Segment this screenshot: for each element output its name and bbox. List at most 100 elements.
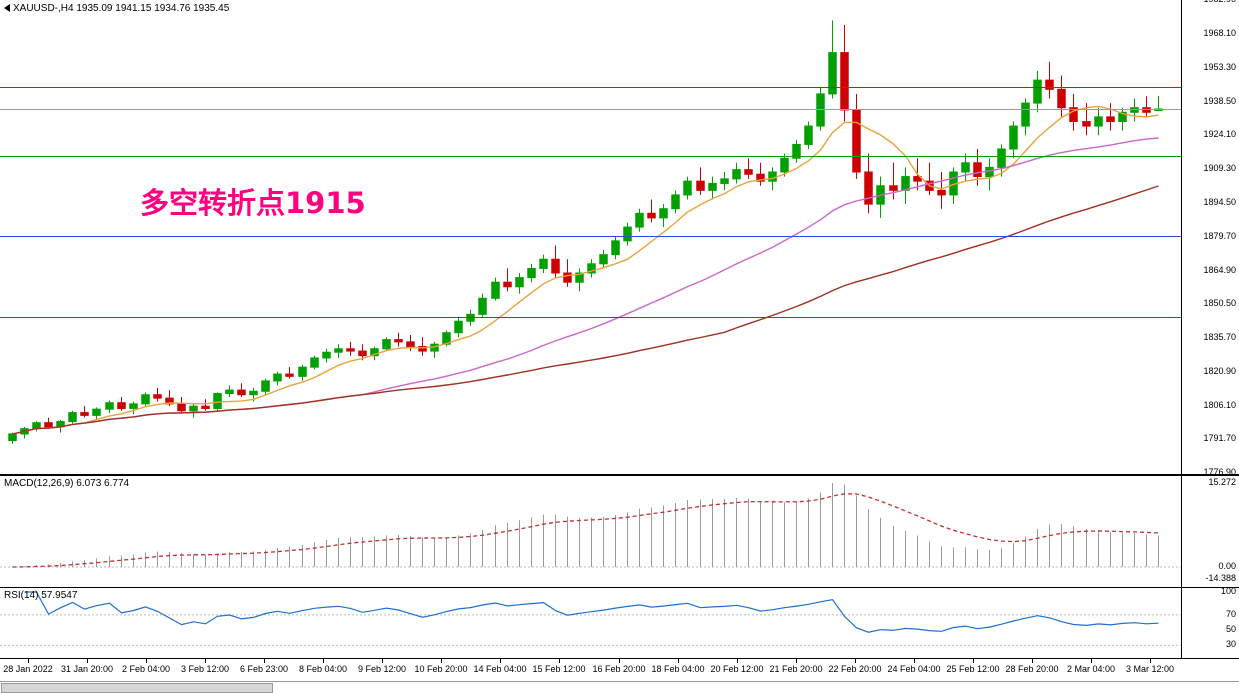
candle <box>1057 75 1066 117</box>
time-axis-label: 28 Feb 20:00 <box>1005 664 1059 674</box>
candle <box>503 268 512 292</box>
time-axis-tick <box>441 659 442 663</box>
time-axis-tick <box>500 659 501 663</box>
candle <box>358 344 367 361</box>
candle <box>466 309 475 326</box>
candle <box>551 245 560 278</box>
time-axis-tick <box>87 659 88 663</box>
level-line[interactable] <box>0 316 1182 318</box>
candle <box>961 153 970 182</box>
time-axis-label: 2 Mar 04:00 <box>1066 664 1116 674</box>
candle <box>1069 93 1078 131</box>
candle <box>720 171 729 191</box>
candle <box>1142 96 1151 117</box>
price-axis-label: 1776.90 <box>1203 467 1236 477</box>
time-axis-label: 25 Feb 12:00 <box>946 664 1000 674</box>
candle <box>852 93 861 179</box>
macd-plot-area[interactable] <box>0 476 1239 587</box>
level-line[interactable] <box>0 155 1182 157</box>
candle <box>418 337 427 356</box>
price-plot-area[interactable] <box>0 0 1239 474</box>
candle <box>189 403 198 418</box>
candle <box>876 176 885 218</box>
rsi-pane[interactable]: RSI(14) 57.9547 100 70 50 30 <box>0 587 1239 659</box>
candle <box>864 153 873 214</box>
candle <box>901 167 910 205</box>
candle <box>1130 98 1139 122</box>
time-axis-tick <box>382 659 383 663</box>
candle <box>563 259 572 287</box>
candle <box>8 432 17 444</box>
macd-axis-label: 0.00 <box>1218 561 1236 572</box>
candle <box>153 387 162 402</box>
time-axis-label: 14 Feb 04:00 <box>473 664 527 674</box>
rsi-line <box>24 591 1159 633</box>
candle <box>117 396 126 411</box>
candle <box>129 401 138 415</box>
candle <box>732 162 741 184</box>
candle <box>225 385 234 397</box>
candle <box>611 236 620 260</box>
rsi-axis-label: 50 <box>1225 624 1236 635</box>
candle <box>635 208 644 232</box>
candle <box>515 273 524 294</box>
candle <box>32 421 41 432</box>
price-axis-label: 1820.90 <box>1203 365 1236 376</box>
level-line[interactable] <box>0 87 1182 89</box>
chart-annotation: 多空转折点1915 <box>140 186 366 220</box>
candle <box>406 335 415 352</box>
price-pane[interactable]: 1945.001915.001880.001845.001935.45 XAUU… <box>0 0 1239 477</box>
candle <box>780 153 789 177</box>
candle <box>587 259 596 278</box>
candle <box>527 263 536 283</box>
candle <box>792 139 801 163</box>
time-axis-label: 28 Jan 2022 <box>3 664 53 674</box>
macd-axis-label: -14.388 <box>1205 573 1236 583</box>
price-axis-label: 1924.10 <box>1203 129 1236 139</box>
candle <box>478 293 487 317</box>
time-axis-tick <box>678 659 679 663</box>
candle <box>298 364 307 381</box>
macd-pane[interactable]: MACD(12,26,9) 6.073 6.774 15.272 0.00 -14.… <box>0 475 1239 588</box>
rsi-axis: 100 70 50 30 <box>1181 587 1239 658</box>
time-axis-tick <box>146 659 147 663</box>
candle <box>201 399 210 411</box>
candle <box>177 396 186 414</box>
time-axis-label: 9 Feb 12:00 <box>357 664 407 674</box>
level-line[interactable] <box>0 236 1182 238</box>
current-price-line <box>0 108 1182 110</box>
time-axis-label: 18 Feb 04:00 <box>651 664 705 674</box>
price-axis[interactable]: 1982.90 1968.10 1953.30 1938.50 1924.10 1909.… <box>1181 0 1239 477</box>
candle <box>696 167 705 195</box>
candle <box>1106 103 1115 131</box>
time-axis-tick <box>1032 659 1033 663</box>
candle <box>68 410 77 424</box>
rsi-series <box>0 591 1182 646</box>
price-axis-label: 1791.70 <box>1203 433 1236 444</box>
time-axis-tick <box>323 659 324 663</box>
time-axis-label: 3 Mar 12:00 <box>1125 664 1175 674</box>
candle <box>1045 61 1054 99</box>
time-axis-label: 3 Feb 12:00 <box>180 664 230 674</box>
candle <box>647 199 656 223</box>
macd-label: MACD(12,26,9) 6.073 6.774 <box>4 478 130 489</box>
candle <box>599 250 608 269</box>
rsi-label: RSI(14) 57.9547 <box>4 590 78 601</box>
candle <box>1118 107 1127 131</box>
time-axis-tick <box>619 659 620 663</box>
candle <box>840 25 849 122</box>
candle <box>889 162 898 200</box>
triangle-left-icon <box>4 4 10 13</box>
price-axis-label: 1953.30 <box>1203 61 1236 72</box>
candle <box>80 406 89 418</box>
horizontal-scrollbar[interactable] <box>0 681 1239 693</box>
candle <box>334 344 343 358</box>
time-axis-tick <box>28 659 29 663</box>
price-axis-label: 1879.70 <box>1203 230 1236 241</box>
candle <box>997 144 1006 177</box>
macd-axis: 15.272 0.00 -14.388 <box>1181 476 1239 587</box>
rsi-plot-area[interactable] <box>0 588 1239 658</box>
time-axis-label: 8 Feb 04:00 <box>298 664 348 674</box>
candle <box>322 348 331 363</box>
